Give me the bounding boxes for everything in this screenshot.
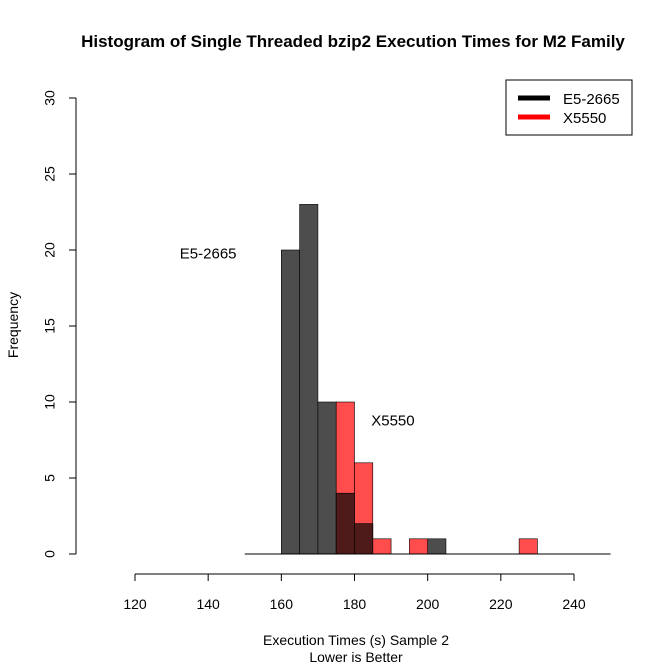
annotations-layer: E5-2665 X5550 xyxy=(180,246,415,430)
bars-layer xyxy=(281,204,538,555)
x-axis-label: Execution Times (s) Sample 2 xyxy=(263,632,449,648)
y-tick-label-5: 5 xyxy=(42,474,58,482)
legend-label-e5-2665: E5-2665 xyxy=(563,91,620,108)
bar-overlap-180 xyxy=(354,523,374,555)
legend-label-x5550: X5550 xyxy=(563,110,606,127)
y-tick-label-10: 10 xyxy=(42,394,58,410)
x-tick-label-200: 200 xyxy=(416,596,440,612)
bar-x5550-195 xyxy=(409,538,428,555)
x-axis: 120 140 160 180 200 220 240 xyxy=(123,573,586,612)
bar-overlap-175 xyxy=(335,492,355,555)
chart-title: Histogram of Single Threaded bzip2 Execu… xyxy=(81,32,625,51)
annotation-x5550: X5550 xyxy=(371,413,414,430)
y-tick-label-25: 25 xyxy=(42,166,58,182)
x-axis-sublabel: Lower is Better xyxy=(309,649,403,665)
x-tick-label-220: 220 xyxy=(489,596,513,612)
y-tick-label-20: 20 xyxy=(42,242,58,258)
y-tick-label-15: 15 xyxy=(42,318,58,334)
bar-e5-2665-165 xyxy=(299,204,319,555)
x-tick-label-160: 160 xyxy=(270,596,294,612)
legend-box xyxy=(505,79,633,136)
legend: E5-2665 X5550 xyxy=(505,79,633,136)
bar-e5-2665-170 xyxy=(317,401,337,555)
y-tick-label-0: 0 xyxy=(42,550,58,558)
bar-x5550-225 xyxy=(518,538,538,555)
y-axis: 0 5 10 15 20 25 30 xyxy=(42,90,77,558)
x-tick-label-120: 120 xyxy=(123,596,147,612)
y-axis-label: Frequency xyxy=(5,292,21,358)
bar-e5-2665-160 xyxy=(281,249,300,555)
bar-x5550-185 xyxy=(372,538,392,555)
x-tick-label-180: 180 xyxy=(343,596,367,612)
x-tick-label-240: 240 xyxy=(562,596,586,612)
x-tick-label-140: 140 xyxy=(196,596,220,612)
annotation-e5-2665: E5-2665 xyxy=(180,246,237,263)
y-tick-label-30: 30 xyxy=(42,90,58,106)
bar-e5-2665-200 xyxy=(427,538,447,555)
